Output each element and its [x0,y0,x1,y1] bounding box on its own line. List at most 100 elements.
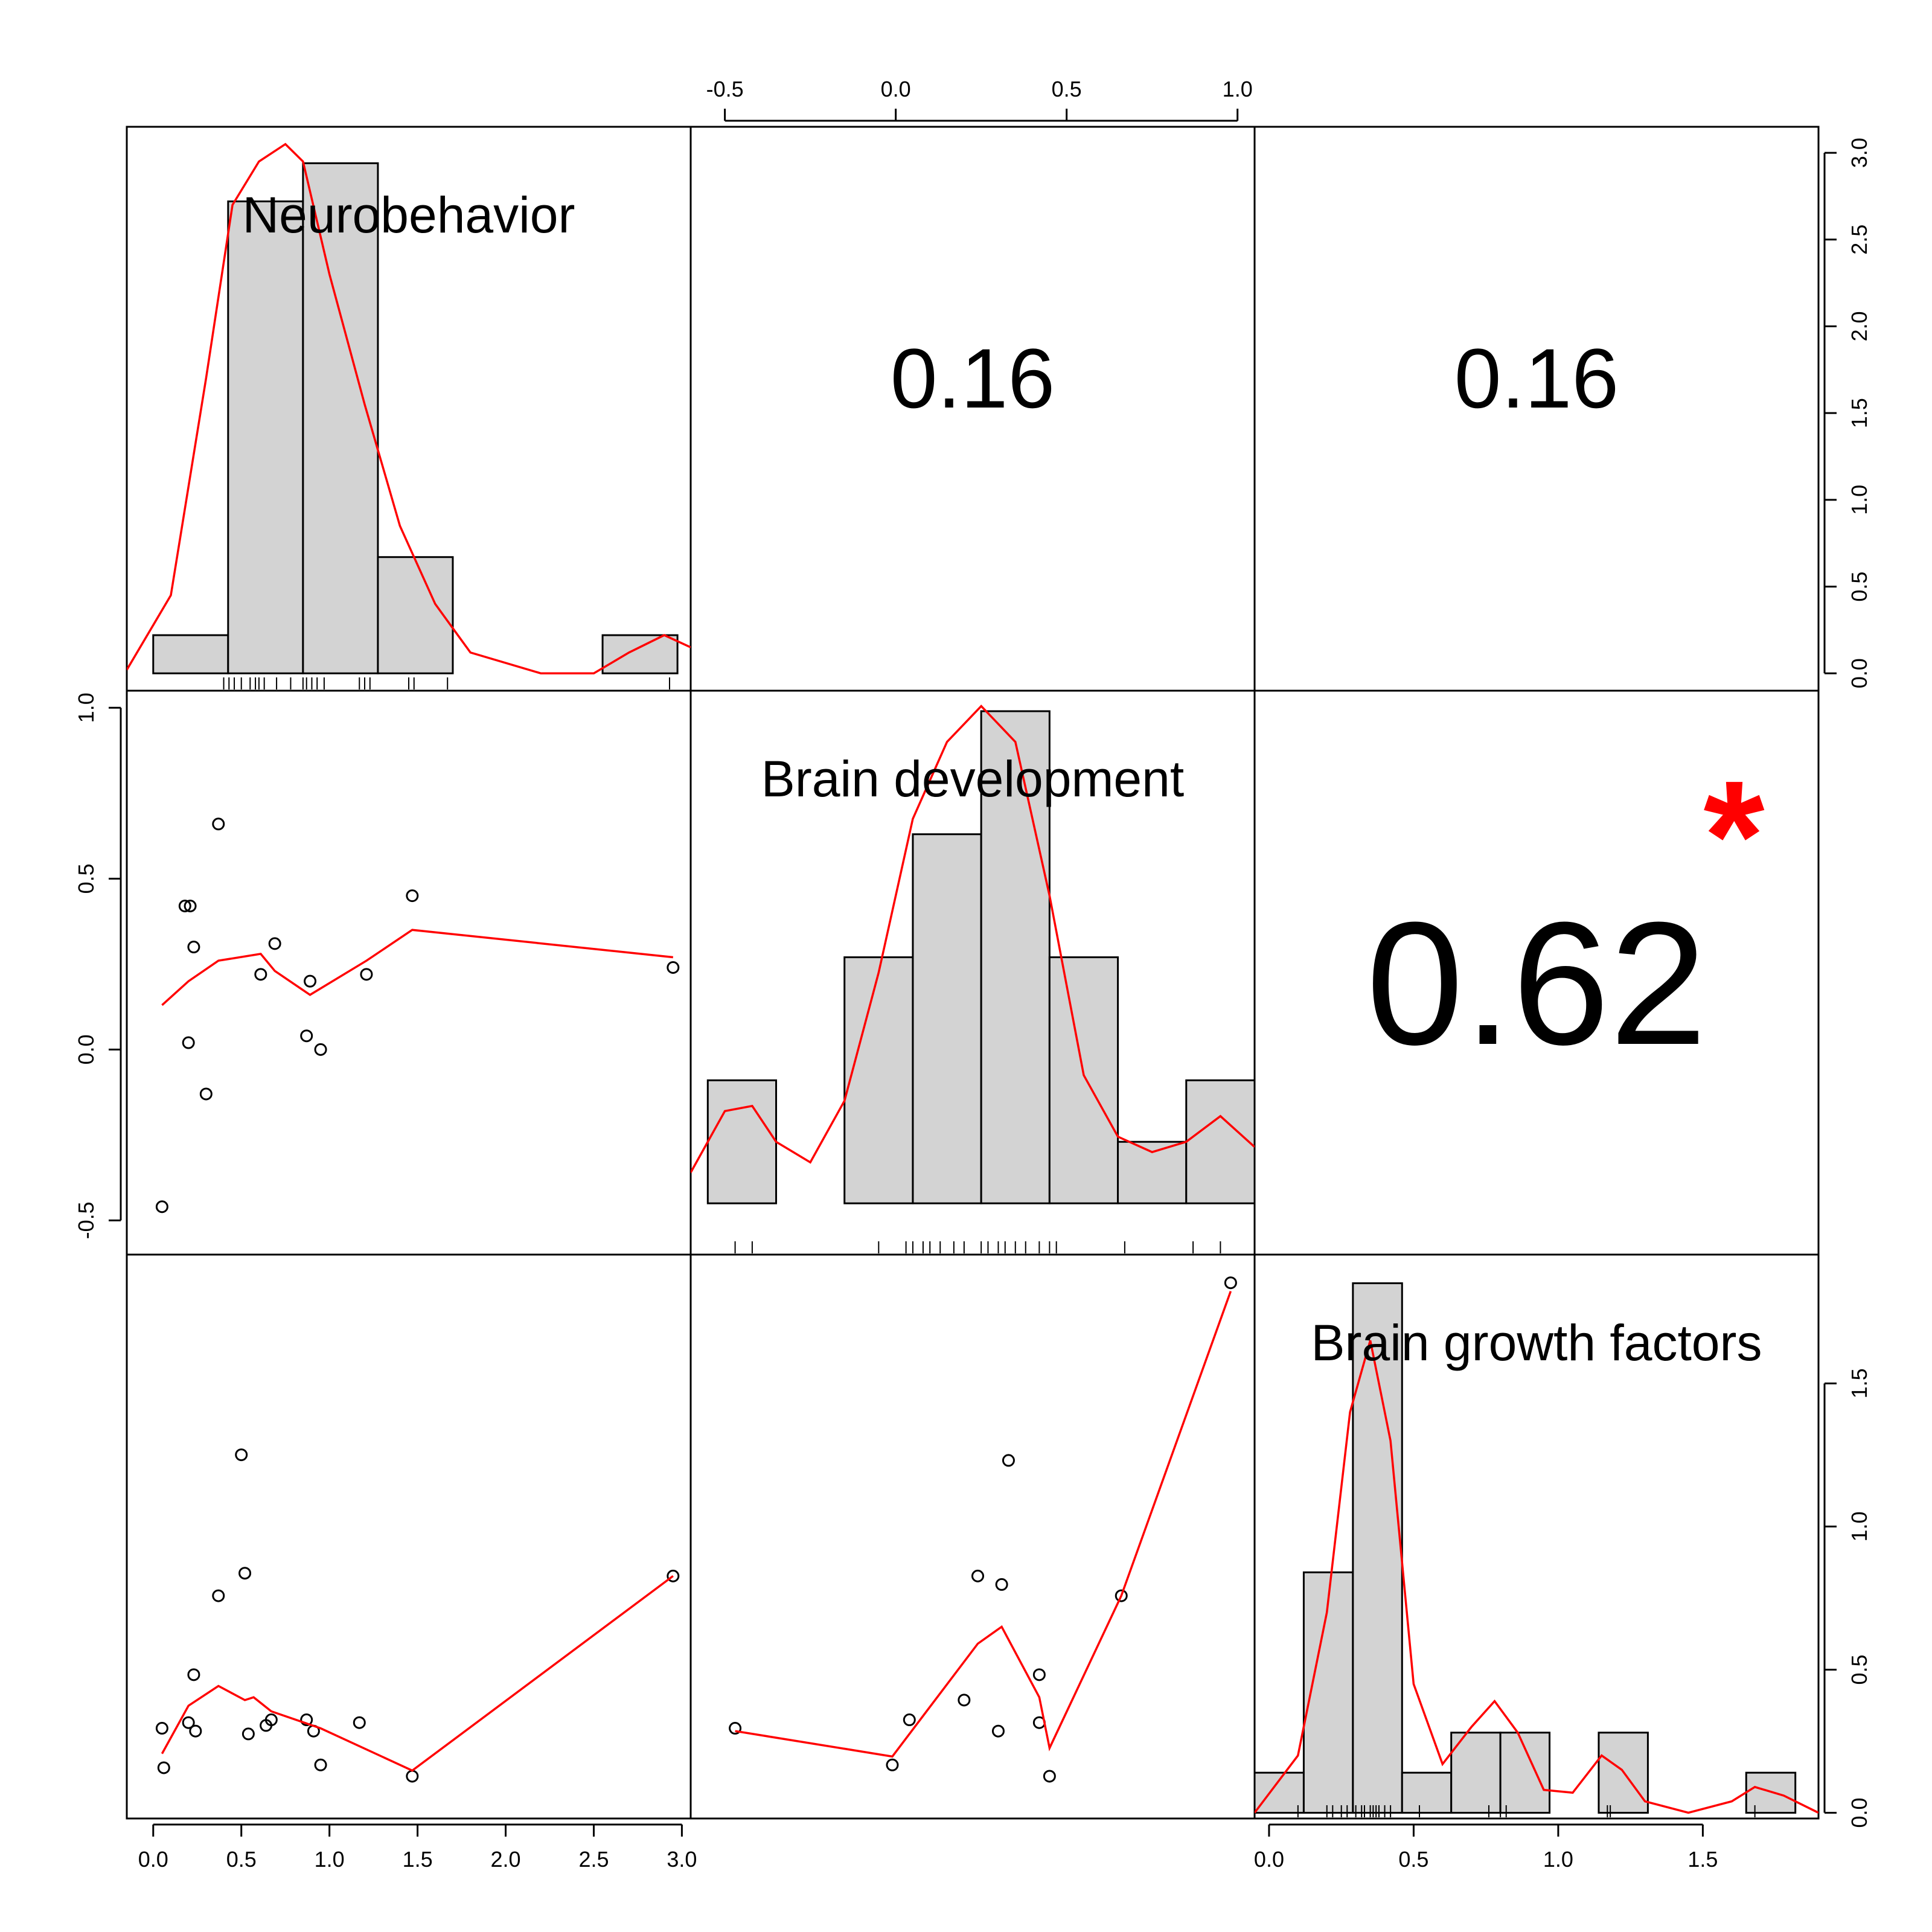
data-point [886,1758,899,1771]
data-point [1002,1454,1015,1467]
data-point [729,1722,742,1735]
data-point [157,1761,170,1774]
data-point [903,1713,916,1727]
histogram-bar [377,556,454,674]
histogram-bar [1048,956,1119,1204]
tick-label: 1.5 [1847,398,1872,428]
tick-label: 1.0 [74,693,98,723]
density-curve [127,142,691,675]
mark-layer [127,142,1818,1817]
axis-layer [109,109,1837,1837]
tick-label: 2.0 [1847,311,1872,341]
histogram-bar [302,162,379,674]
tick-label: 1.0 [1543,1847,1573,1872]
histogram-group-2 [1255,1282,1818,1817]
data-point [187,1668,200,1681]
panel-frame-r2-c2 [1253,1253,1820,1820]
histogram-bar [1185,1079,1255,1204]
correlation-value: 0.16 [1454,331,1619,426]
variable-label: Brain growth factors [1311,1314,1762,1371]
scatter-group-2 [729,1276,1237,1783]
data-point [182,1036,195,1049]
histogram-bar [1499,1732,1551,1814]
panel-layer [126,126,1820,1820]
tick-label: 1.5 [403,1847,433,1872]
tick-label: 0.5 [1847,572,1872,602]
tick-label: 0.0 [1847,1797,1872,1828]
data-point [314,1043,327,1056]
data-point [268,937,281,950]
tick-label: 1.0 [1223,77,1253,101]
histogram-group-1 [691,704,1255,1253]
histogram-bar [706,1079,778,1204]
significance-star: * [1703,749,1765,924]
data-point [1043,1770,1056,1783]
histogram-bar [1401,1771,1453,1814]
data-point [406,889,419,903]
tick-label: 0.5 [226,1847,257,1872]
tick-label: 0.0 [74,1034,98,1064]
tick-label: 1.0 [315,1847,345,1872]
tick-label: 0.5 [1847,1654,1872,1684]
smooth-fit-line [161,929,673,1006]
data-point [199,1087,213,1101]
data-point [314,1758,327,1771]
data-point [995,1578,1008,1591]
data-point [182,1716,195,1729]
tick-label: 1.0 [1847,485,1872,515]
histogram-bar [1302,1571,1354,1814]
data-point [1115,1589,1128,1602]
data-point [991,1724,1005,1738]
histogram-group-0 [127,142,691,689]
scatter-group-0 [155,817,680,1214]
tick-label: 1.5 [1847,1368,1872,1398]
data-point [353,1716,366,1729]
data-point [971,1569,984,1582]
histogram-bar [601,634,679,674]
data-point [300,1029,313,1043]
histogram-bar [843,956,914,1204]
tick-label: 1.0 [1847,1511,1872,1541]
data-point [184,900,197,913]
tick-label: 2.5 [578,1847,609,1872]
tick-label: 0.0 [881,77,911,101]
tick-label: 0.0 [1254,1847,1284,1872]
data-point [189,1724,202,1738]
correlation-value: 0.62 [1366,886,1707,1081]
variable-label: Neurobehavior [242,187,575,243]
data-point [212,817,225,831]
data-point [667,1569,680,1582]
text-layer: Neurobehavior Brain development Brain grow… [74,77,1872,1872]
data-point [187,941,200,954]
tick-label: 2.0 [491,1847,521,1872]
tick-label: 1.5 [1687,1847,1718,1872]
data-point [242,1727,255,1741]
smooth-fit-line [735,1291,1232,1758]
data-point [304,974,317,988]
scatter-group-1 [155,1448,680,1783]
data-point [958,1694,971,1707]
histogram-bar [152,634,229,674]
tick-label: 3.0 [667,1847,697,1872]
tick-label: 0.5 [1052,77,1082,101]
tick-label: -0.5 [74,1201,98,1239]
data-point [300,1713,313,1727]
tick-label: 0.5 [74,863,98,894]
data-point [667,961,680,974]
density-curve [691,704,1255,1173]
data-point [178,900,191,913]
data-point [212,1589,225,1602]
tick-label: 3.0 [1847,138,1872,168]
data-point [238,1567,252,1580]
data-point [360,968,373,981]
tick-label: 0.5 [1398,1847,1428,1872]
variable-label: Brain development [761,750,1184,807]
histogram-bar [1450,1732,1502,1814]
data-point [155,1200,168,1214]
tick-label: 0.0 [1847,658,1872,688]
data-point [155,1722,168,1735]
histogram-bar [227,200,304,674]
smooth-fit-line [161,1575,674,1772]
histogram-bar [980,710,1051,1204]
